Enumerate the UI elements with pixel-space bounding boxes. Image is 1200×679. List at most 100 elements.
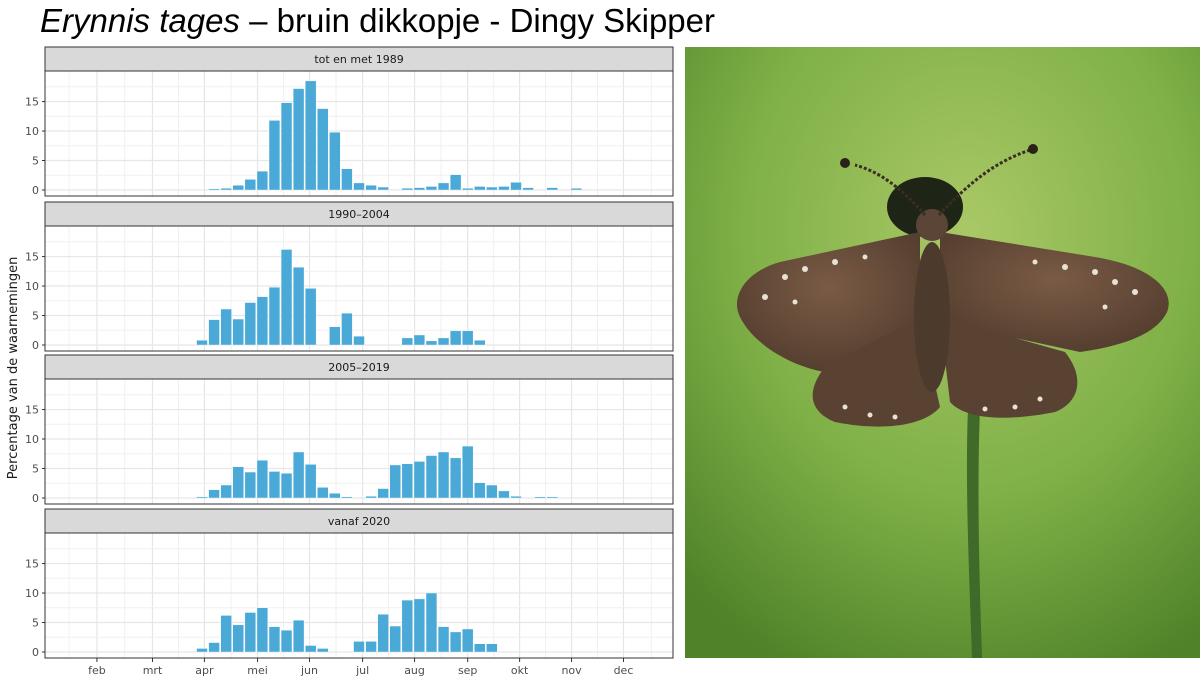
x-tick-label: sep	[458, 664, 477, 677]
left-antenna	[854, 163, 927, 216]
panel-plot-area	[45, 533, 673, 658]
bar	[413, 187, 426, 191]
bar	[232, 185, 244, 191]
bar	[425, 592, 438, 653]
bar	[268, 471, 281, 499]
bar	[196, 340, 208, 346]
bar	[425, 455, 438, 499]
bar	[208, 642, 220, 653]
bar	[244, 612, 256, 653]
bar	[377, 488, 389, 499]
panel-strip	[44, 508, 674, 534]
bar	[280, 249, 293, 346]
bar	[256, 296, 269, 346]
panel-strip	[44, 354, 674, 380]
y-tick-label: 10	[25, 125, 39, 138]
bar	[486, 186, 498, 191]
bar	[232, 318, 244, 346]
bar	[256, 460, 269, 499]
bar	[244, 471, 256, 499]
right-hindwing	[940, 317, 1078, 418]
bar	[377, 186, 389, 191]
bar	[220, 188, 232, 191]
bar	[437, 182, 450, 191]
right-antenna	[937, 148, 1031, 217]
bar	[401, 188, 413, 191]
bar	[268, 287, 281, 346]
bar	[329, 132, 341, 191]
panel-strip	[44, 201, 674, 227]
bar	[462, 330, 474, 346]
panel-border	[44, 378, 674, 505]
bar	[329, 326, 341, 346]
bar	[292, 88, 305, 191]
bar	[244, 302, 256, 346]
y-tick-label: 5	[32, 617, 39, 630]
bar	[425, 340, 438, 346]
right-antenna-club	[1028, 144, 1038, 154]
bar	[546, 496, 558, 499]
left-hindwing	[812, 317, 940, 427]
y-tick-label: 0	[32, 339, 39, 352]
bar	[305, 288, 317, 346]
bar	[437, 337, 450, 346]
x-tick-label: mrt	[143, 664, 163, 677]
bar	[305, 464, 317, 499]
bar	[232, 466, 244, 499]
bar	[208, 188, 220, 191]
y-axis-label: Percentage van de waarnemingen	[6, 257, 21, 480]
panel-strip-label: 1990–2004	[328, 208, 390, 221]
panel-plot-area	[45, 226, 673, 351]
panel-plot-area	[45, 71, 673, 196]
bar	[486, 643, 498, 653]
y-tick-label: 5	[32, 155, 39, 168]
bar	[305, 80, 317, 191]
bar	[365, 185, 377, 191]
y-tick-label: 5	[32, 310, 39, 323]
wing-spots	[762, 254, 1138, 420]
y-tick-label: 10	[25, 280, 39, 293]
panel-strip-label: tot en met 1989	[314, 53, 403, 66]
bar	[317, 648, 329, 653]
bar	[365, 641, 377, 653]
bar	[498, 186, 510, 191]
x-tick-label: aug	[404, 664, 425, 677]
bar	[389, 464, 401, 499]
panel-strip-label: 2005–2019	[328, 361, 390, 374]
panel-strip-label: vanaf 2020	[328, 515, 390, 528]
bar	[474, 643, 486, 653]
bar	[498, 490, 510, 499]
y-tick-label: 5	[32, 463, 39, 476]
x-tick-label: feb	[88, 664, 106, 677]
bar	[196, 496, 208, 499]
bar	[353, 182, 365, 191]
x-tick-label: nov	[561, 664, 582, 677]
bar	[232, 624, 244, 653]
butterfly-photo	[685, 47, 1200, 658]
bar	[413, 461, 426, 499]
y-tick-label: 15	[25, 558, 39, 571]
bar	[486, 484, 498, 499]
bar	[522, 187, 534, 191]
phenology-chart: tot en met 1989 0 5 10 15 1990–2004 0 5 10 15 2005…	[6, 46, 674, 677]
bar	[401, 337, 413, 346]
right-forewing	[940, 232, 1169, 352]
butterfly-head	[916, 209, 948, 241]
bar	[449, 457, 462, 499]
bar	[292, 266, 305, 346]
bar	[244, 179, 256, 191]
bar	[353, 641, 365, 653]
bar	[570, 188, 583, 191]
bar	[413, 598, 426, 653]
common-names: – bruin dikkopje - Dingy Skipper	[239, 2, 716, 39]
bar	[437, 626, 450, 653]
bar	[196, 648, 208, 653]
bar	[292, 451, 305, 499]
y-tick-label: 15	[25, 251, 39, 264]
bar	[510, 496, 522, 499]
x-tick-label: okt	[511, 664, 529, 677]
bar	[208, 489, 220, 499]
y-tick-label: 0	[32, 184, 39, 197]
bar	[449, 631, 462, 653]
bar	[449, 330, 462, 346]
